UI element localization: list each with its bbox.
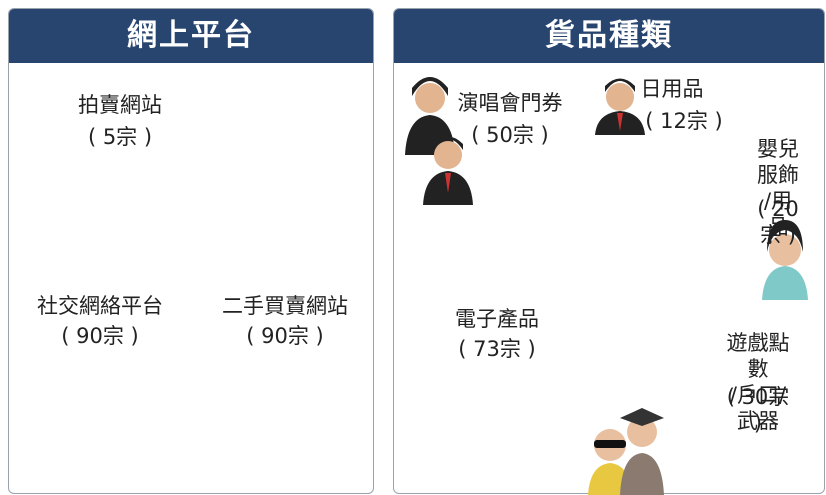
- slice-label: 遊戲點數 /戶口/武器: [726, 331, 790, 433]
- slice-label: 社交網絡平台: [37, 294, 163, 318]
- person-icon: [620, 408, 664, 495]
- left-panel: 網上平台: [8, 8, 374, 494]
- slice-label: ( 73宗 ): [458, 337, 536, 361]
- slice-label: ( 50宗 ): [471, 123, 549, 147]
- slice-label: ( 30宗 ): [726, 385, 790, 435]
- person-icon: [423, 136, 473, 205]
- slice-label: 嬰兒服飾 /用品: [757, 137, 799, 239]
- slice-label: 拍賣網站: [78, 93, 162, 117]
- slice-label: 電子產品: [455, 307, 539, 331]
- slice-label: ( 12宗 ): [645, 109, 723, 133]
- slice-label: 二手買賣網站: [222, 294, 348, 318]
- panel-title: 網上平台: [9, 9, 373, 63]
- slice-label: ( 5宗 ): [87, 125, 153, 149]
- slice-label: 演唱會門券: [457, 91, 563, 115]
- slice-label: ( 20宗 ): [757, 197, 799, 247]
- slice-label: ( 90宗 ): [246, 324, 324, 348]
- person-icon: [595, 78, 645, 135]
- slice-label: ( 90宗 ): [61, 324, 139, 348]
- person-icon: [762, 220, 808, 300]
- slice-label: 日用品: [640, 77, 704, 101]
- panel-title: 貨品種類: [394, 9, 824, 63]
